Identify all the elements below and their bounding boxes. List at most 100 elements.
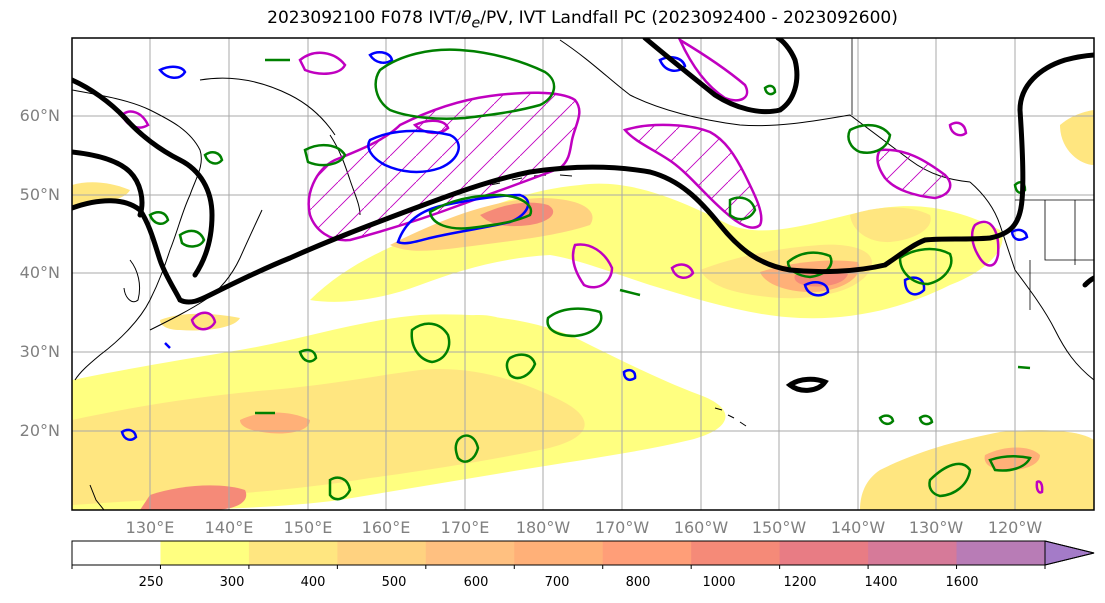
blue-contour-east bbox=[1010, 228, 1029, 241]
colorbar-cells bbox=[72, 541, 1046, 565]
green-contour-mid2 bbox=[546, 307, 603, 338]
title-theta-subscript: e bbox=[471, 15, 481, 32]
colorbar-label-500: 500 bbox=[381, 575, 407, 590]
pc-region-mid bbox=[571, 243, 614, 289]
lon-label-180w: 180°W bbox=[515, 518, 571, 537]
asia-coast bbox=[72, 89, 202, 381]
colorbar-cell bbox=[691, 541, 781, 565]
pv-contour-north bbox=[642, 38, 800, 115]
ivt-japan-strip bbox=[160, 313, 240, 331]
green-contour-north2 bbox=[763, 84, 777, 96]
green-contour-pacific5 bbox=[619, 288, 641, 297]
colorbar-cell bbox=[514, 541, 604, 565]
lat-label-30n: 30°N bbox=[19, 342, 60, 361]
green-contour-pacific6 bbox=[1017, 365, 1031, 370]
blue-contour-japan bbox=[164, 342, 171, 349]
green-contour-west1 bbox=[178, 229, 206, 248]
lon-label-130w: 130°W bbox=[908, 518, 964, 537]
north-america-west-coast bbox=[1014, 269, 1094, 381]
lon-label-140e: 140°E bbox=[204, 518, 254, 537]
lon-label-120w: 120°W bbox=[987, 518, 1043, 537]
green-contour-central bbox=[428, 193, 533, 230]
lon-label-140w: 140°W bbox=[830, 518, 886, 537]
colorbar-cell bbox=[956, 541, 1046, 565]
ivt-west-core bbox=[240, 412, 310, 434]
colorbar-label-600: 600 bbox=[463, 575, 489, 590]
pc-region-north bbox=[677, 38, 749, 102]
green-contour-northeast bbox=[847, 123, 892, 154]
ivt-se-band bbox=[860, 430, 1094, 510]
colorbar-label-800: 800 bbox=[625, 575, 651, 590]
title-prefix: 2023092100 F078 IVT/ bbox=[267, 8, 462, 28]
map-panel bbox=[72, 38, 1094, 510]
pc-region-mid2 bbox=[670, 263, 695, 279]
colorbar-label-1400: 1400 bbox=[864, 575, 898, 590]
colorbar-cell bbox=[72, 541, 162, 565]
pc-region-se bbox=[1035, 480, 1044, 494]
ivt-mid-blob bbox=[430, 315, 522, 363]
green-contour-pacific bbox=[298, 348, 318, 363]
colorbar-label-300: 300 bbox=[219, 575, 245, 590]
philippines-coast bbox=[89, 484, 105, 510]
colorbar-frame bbox=[71, 540, 1095, 566]
japan-coast bbox=[149, 209, 263, 331]
blue-contour-south bbox=[120, 428, 138, 441]
colorbar-label-1600: 1600 bbox=[945, 575, 979, 590]
siberia-coast bbox=[199, 77, 336, 136]
theta-e-negative-contours bbox=[120, 51, 1029, 441]
pv-contour-main bbox=[72, 52, 1094, 305]
colorbar-cell bbox=[602, 541, 692, 565]
blue-contour-nw bbox=[158, 65, 187, 79]
green-contour-se2 bbox=[988, 455, 1032, 472]
colorbar-cell bbox=[779, 541, 869, 565]
hawaii-islands bbox=[714, 407, 747, 427]
blue-contour-north bbox=[368, 51, 394, 64]
lat-label-50n: 50°N bbox=[19, 185, 60, 204]
colorbar-cell bbox=[160, 541, 250, 565]
blue-contour-kamchatka bbox=[367, 129, 460, 174]
ivt-southwest-max bbox=[140, 485, 247, 510]
ivt-main-max bbox=[480, 202, 554, 227]
colorbar-label-1200: 1200 bbox=[783, 575, 817, 590]
green-contour-pacific3 bbox=[878, 414, 895, 426]
blue-contour-mid bbox=[622, 369, 637, 381]
pc-region-east bbox=[948, 121, 968, 137]
lon-label-150w: 150°W bbox=[751, 518, 807, 537]
pc-region-nw bbox=[298, 51, 347, 75]
green-contour-north bbox=[374, 48, 556, 120]
green-contour-pacific4 bbox=[918, 414, 934, 426]
ivt-ne-corner bbox=[1060, 110, 1094, 165]
pc-region-japan bbox=[190, 311, 217, 331]
green-contour-gulf2 bbox=[898, 247, 953, 286]
green-contour-south2 bbox=[454, 434, 480, 463]
colorbar-label-1000: 1000 bbox=[702, 575, 736, 590]
ivt-south-core bbox=[72, 369, 585, 505]
colorbar-ticks bbox=[71, 565, 1046, 569]
colorbar bbox=[71, 540, 1095, 569]
pv-contour-ring bbox=[785, 376, 829, 393]
green-contour-south1 bbox=[505, 353, 537, 380]
korea-coast bbox=[123, 259, 141, 303]
blue-contour-coast bbox=[903, 276, 926, 296]
lat-label-40n: 40°N bbox=[19, 263, 60, 282]
lat-label-20n: 20°N bbox=[19, 421, 60, 440]
colorbar-extend-arrow bbox=[1044, 540, 1095, 566]
title-suffix: /PV, IVT Landfall PC (2023092400 - 20230… bbox=[480, 8, 898, 28]
green-contour-mid bbox=[410, 322, 451, 364]
colorbar-cell bbox=[425, 541, 515, 565]
lat-label-60n: 60°N bbox=[19, 106, 60, 125]
lon-label-170e: 170°E bbox=[440, 518, 490, 537]
colorbar-label-700: 700 bbox=[544, 575, 570, 590]
lon-label-160e: 160°E bbox=[361, 518, 411, 537]
lon-label-150e: 150°E bbox=[283, 518, 333, 537]
state-borders bbox=[851, 38, 1094, 310]
colorbar-label-250: 250 bbox=[138, 575, 164, 590]
bc-coast bbox=[969, 181, 1016, 271]
title-theta: θ bbox=[461, 8, 472, 28]
blue-contour-gulf bbox=[803, 281, 830, 297]
green-contour-west3 bbox=[203, 151, 224, 165]
pv-contour-northwest bbox=[72, 77, 215, 278]
pv-contour-west bbox=[72, 149, 145, 218]
colorbar-label-400: 400 bbox=[300, 575, 326, 590]
